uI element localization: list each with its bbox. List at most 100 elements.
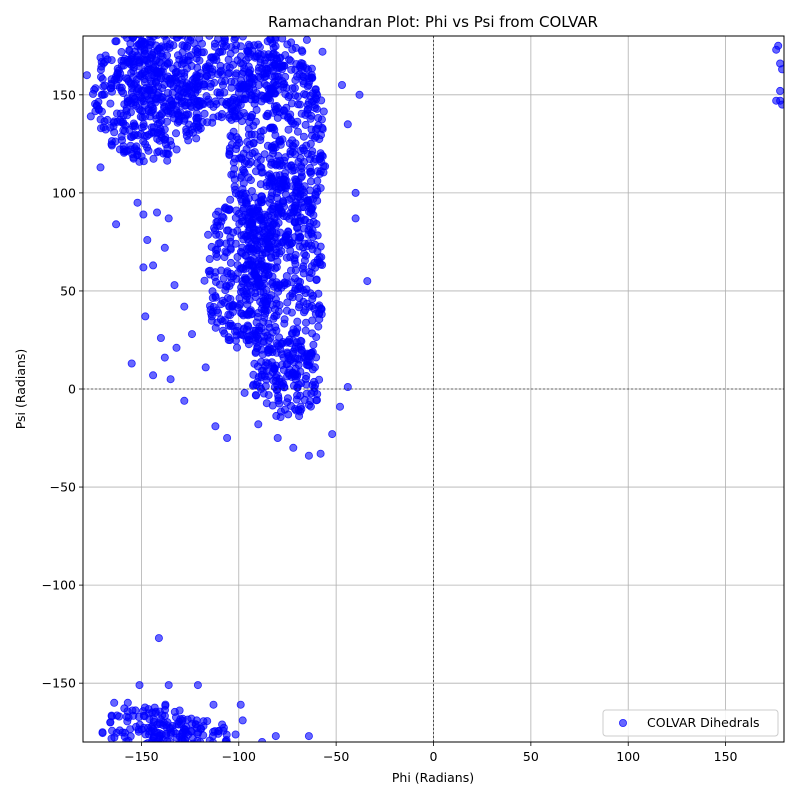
scatter-point	[316, 449, 325, 458]
zero-lines	[83, 36, 784, 742]
scatter-point	[262, 69, 271, 78]
scatter-series-colvar	[83, 36, 784, 742]
scatter-point	[112, 37, 121, 46]
scatter-point	[251, 52, 260, 61]
scatter-point	[239, 109, 248, 118]
scatter-point	[227, 140, 236, 149]
scatter-point	[193, 681, 202, 690]
scatter-point	[122, 74, 131, 83]
scatter-point	[247, 95, 256, 104]
scatter-point	[106, 123, 115, 132]
scatter-point	[242, 157, 251, 166]
scatter-point	[284, 410, 293, 419]
scatter-point	[89, 89, 98, 98]
scatter-point	[113, 117, 122, 126]
scatter-point	[129, 67, 138, 76]
scatter-point	[262, 301, 271, 310]
legend-label: COLVAR Dihedrals	[647, 715, 760, 730]
scatter-point	[778, 65, 784, 74]
x-tick-label: 0	[430, 749, 438, 764]
scatter-point	[315, 135, 324, 144]
scatter-point	[126, 108, 135, 117]
scatter-point	[261, 270, 270, 279]
scatter-point	[108, 87, 117, 96]
scatter-point	[147, 37, 156, 46]
scatter-point	[285, 91, 294, 100]
scatter-point	[211, 422, 220, 431]
scatter-point	[279, 175, 288, 184]
scatter-point	[218, 326, 227, 335]
scatter-point	[246, 66, 255, 75]
scatter-point	[275, 64, 284, 73]
scatter-point	[275, 342, 284, 351]
scatter-point	[274, 307, 283, 316]
scatter-point	[143, 235, 152, 244]
scatter-point	[170, 74, 179, 83]
scatter-point	[289, 119, 298, 128]
scatter-point	[274, 200, 283, 209]
scatter-point	[254, 244, 263, 253]
scatter-point	[282, 306, 291, 315]
y-tick-label: 50	[60, 283, 76, 298]
scatter-point	[180, 396, 189, 405]
scatter-point	[224, 321, 233, 330]
scatter-point	[189, 94, 198, 103]
scatter-point	[257, 163, 266, 172]
scatter-point	[289, 381, 298, 390]
scatter-point	[280, 156, 289, 165]
scatter-point	[205, 36, 214, 40]
scatter-point	[241, 264, 250, 273]
scatter-point	[136, 72, 145, 81]
scatter-point	[160, 62, 169, 71]
scatter-point	[206, 82, 215, 91]
legend: COLVAR Dihedrals	[602, 709, 779, 737]
plot-area	[83, 36, 784, 742]
scatter-point	[184, 730, 193, 739]
scatter-point	[229, 158, 238, 167]
scatter-point	[240, 94, 249, 103]
scatter-point	[243, 74, 252, 83]
scatter-point	[265, 53, 274, 62]
scatter-point	[246, 232, 255, 241]
scatter-point	[271, 143, 280, 152]
scatter-point	[276, 413, 285, 422]
scatter-point	[315, 301, 324, 310]
scatter-point	[290, 372, 299, 381]
scatter-point	[772, 45, 781, 54]
scatter-point	[240, 192, 249, 201]
scatter-point	[164, 214, 173, 223]
scatter-point	[107, 79, 116, 88]
scatter-point	[271, 36, 280, 42]
scatter-point	[123, 698, 132, 707]
scatter-point	[231, 36, 240, 42]
scatter-point	[309, 340, 318, 349]
scatter-point	[287, 211, 296, 220]
scatter-point	[343, 120, 352, 129]
scatter-point	[160, 243, 169, 252]
x-axis-label: Phi (Radians)	[392, 770, 474, 785]
scatter-point	[113, 711, 122, 720]
scatter-point	[180, 68, 189, 77]
y-axis-label: Psi (Radians)	[13, 349, 28, 430]
scatter-point	[163, 156, 172, 165]
scatter-point	[199, 100, 208, 109]
scatter-point	[243, 300, 252, 309]
scatter-point	[130, 94, 139, 103]
scatter-point	[238, 184, 247, 193]
scatter-point	[296, 277, 305, 286]
scatter-point	[271, 42, 280, 51]
scatter-point	[181, 82, 190, 91]
scatter-point	[205, 64, 214, 73]
scatter-point	[312, 396, 321, 405]
scatter-point	[296, 391, 305, 400]
scatter-point	[218, 212, 227, 221]
scatter-point	[279, 379, 288, 388]
scatter-point	[284, 228, 293, 237]
scatter-point	[289, 142, 298, 151]
scatter-point	[152, 208, 161, 217]
scatter-point	[287, 65, 296, 74]
scatter-point	[287, 99, 296, 108]
scatter-point	[99, 123, 108, 132]
scatter-point	[312, 219, 321, 228]
scatter-point	[129, 711, 138, 720]
